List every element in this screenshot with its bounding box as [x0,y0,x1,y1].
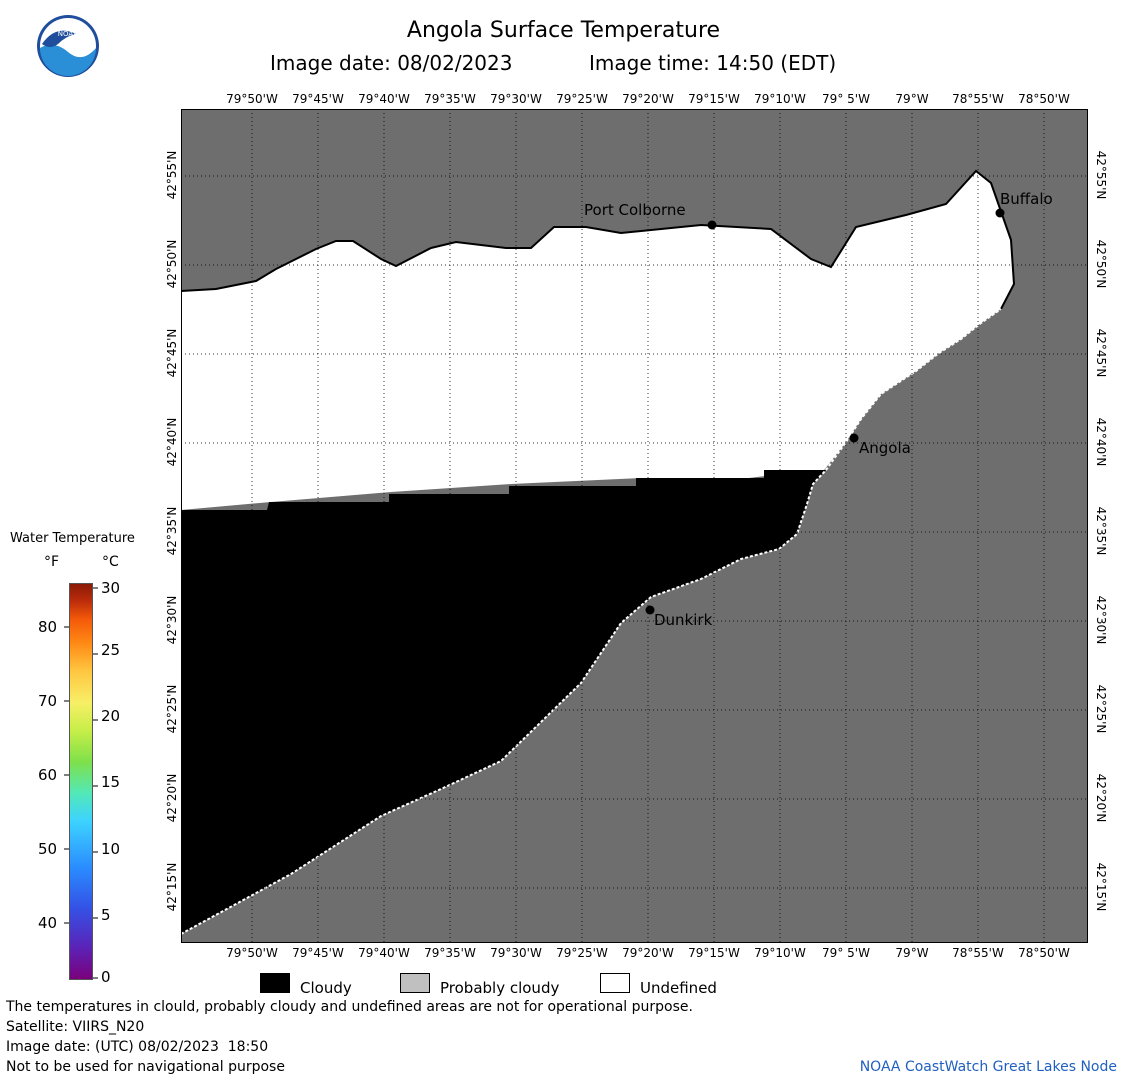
legend-swatch-undefined [600,973,630,993]
lon-label-bottom: 79°50'W [226,946,278,960]
colorbar-c-tick: 20 [101,707,121,725]
colorbar-c-tick: 30 [101,579,121,597]
lon-label-bottom: 79° 5'W [822,946,870,960]
lon-label-top: 79°10'W [754,92,806,106]
lon-label-bottom: 78°50'W [1018,946,1070,960]
lat-label-left: 42°25'N [165,684,179,734]
lat-label-right: 42°55'N [1094,150,1108,200]
lon-label-top: 79°45'W [292,92,344,106]
lon-label-bottom: 79°40'W [358,946,410,960]
colorbar-c-tick: 0 [101,968,111,986]
lat-label-left: 42°35'N [165,506,179,556]
image-date: Image date: 08/02/2023 [270,51,513,75]
city-label-angola: Angola [859,439,911,457]
lon-label-bottom: 79°30'W [490,946,542,960]
navigation-note: Not to be used for navigational purpose [6,1059,285,1075]
city-marker-buffalo [995,208,1005,218]
colorbar-c-tick: 10 [101,840,121,858]
legend-label-cloudy: Cloudy [300,979,352,997]
legend-label-undefined: Undefined [640,979,717,997]
lat-label-left: 42°20'N [165,773,179,823]
colorbar-unit-c: °C [102,554,119,570]
city-marker-port-colborne [707,220,717,230]
lon-label-top: 79°15'W [688,92,740,106]
lat-label-right: 42°45'N [1094,328,1108,378]
lon-label-top: 79°50'W [226,92,278,106]
page-title: Angola Surface Temperature [406,18,721,43]
lon-label-bottom: 78°55'W [952,946,1004,960]
graticule [181,109,1088,943]
noaa-credit: NOAA CoastWatch Great Lakes Node [859,1059,1117,1075]
lon-label-top: 79°30'W [490,92,542,106]
lon-label-top: 79°40'W [358,92,410,106]
lon-label-top: 79° 5'W [822,92,870,106]
temperature-map [181,109,1088,943]
colorbar-c-tick: 15 [101,773,121,791]
temperature-colorbar [69,583,93,980]
legend-swatch-probably-cloudy [400,973,430,993]
noaa-logo: NOAA [37,15,99,77]
lat-label-right: 42°50'N [1094,239,1108,289]
lon-label-bottom: 79°45'W [292,946,344,960]
lon-label-top: 79°W [895,92,929,106]
colorbar-title: Water Temperature [10,531,135,546]
colorbar-c-tick: 5 [101,906,111,924]
utc-date-text: Image date: (UTC) 08/02/2023 18:50 [6,1039,269,1055]
lon-label-bottom: 79°W [895,946,929,960]
lat-label-right: 42°40'N [1094,417,1108,467]
cloudy-area [181,470,826,934]
lat-label-left: 42°45'N [165,328,179,378]
lat-label-left: 42°40'N [165,417,179,467]
image-time: Image time: 14:50 (EDT) [589,51,837,75]
legend-swatch-cloudy [260,973,290,993]
colorbar-unit-f: °F [44,554,60,570]
colorbar-ticks [64,587,98,979]
city-marker-dunkirk [645,605,655,615]
lon-label-top: 79°35'W [424,92,476,106]
lat-label-right: 42°15'N [1094,862,1108,912]
lon-label-top: 79°20'W [622,92,674,106]
lat-label-right: 42°20'N [1094,773,1108,823]
lon-label-top: 79°25'W [556,92,608,106]
colorbar-f-tick: 40 [38,914,58,932]
city-label-buffalo: Buffalo [1000,190,1053,208]
satellite-text: Satellite: VIIRS_N20 [6,1019,145,1035]
disclaimer-text: The temperatures in clould, probably clo… [6,999,693,1015]
lon-label-top: 78°55'W [952,92,1004,106]
legend-label-probably-cloudy: Probably cloudy [440,979,560,997]
colorbar-f-tick: 80 [38,618,58,636]
lon-label-bottom: 79°20'W [622,946,674,960]
lat-label-left: 42°30'N [165,595,179,645]
lon-label-bottom: 79°15'W [688,946,740,960]
colorbar-f-tick: 60 [38,766,58,784]
lon-label-bottom: 79°10'W [754,946,806,960]
svg-text:NOAA: NOAA [58,30,79,38]
lat-label-left: 42°15'N [165,862,179,912]
lat-label-right: 42°35'N [1094,506,1108,556]
colorbar-f-tick: 50 [38,840,58,858]
lon-label-bottom: 79°35'W [424,946,476,960]
lat-label-left: 42°50'N [165,239,179,289]
lat-label-left: 42°55'N [165,150,179,200]
lon-label-top: 78°50'W [1018,92,1070,106]
city-label-dunkirk: Dunkirk [654,611,713,629]
north-shoreline [181,169,1016,310]
lat-label-right: 42°30'N [1094,595,1108,645]
lon-label-bottom: 79°25'W [556,946,608,960]
colorbar-c-tick: 25 [101,641,121,659]
city-label-port-colborne: Port Colborne [584,201,686,219]
city-marker-angola [849,433,859,443]
lat-label-right: 42°25'N [1094,684,1108,734]
colorbar-f-tick: 70 [38,692,58,710]
south-shoreline [181,308,1002,935]
